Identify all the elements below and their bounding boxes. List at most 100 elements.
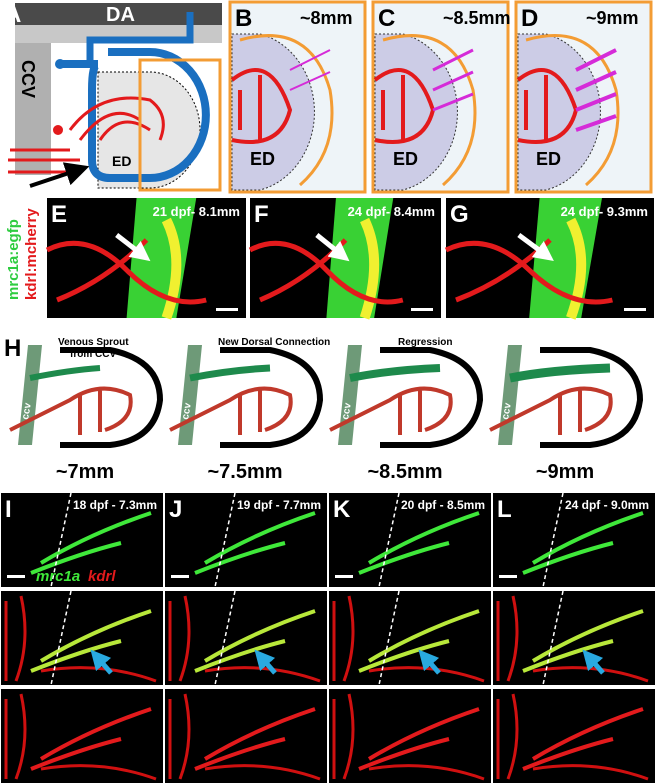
arrow: [315, 233, 350, 262]
stage-label: 24 dpf- 8.4mm: [348, 204, 435, 219]
ccv-bar: [18, 345, 42, 445]
ed-ring: [540, 347, 644, 448]
vein: [86, 12, 194, 60]
artery: [489, 386, 613, 435]
vessel-signal: [30, 609, 152, 673]
ccv-label: ccv: [340, 402, 354, 421]
sprout: [432, 92, 474, 112]
yellow-signal: [566, 217, 587, 320]
scale-bar: [624, 308, 646, 311]
da-label: DA: [106, 4, 135, 26]
arrow: [90, 649, 113, 675]
scale-bar: [499, 575, 517, 578]
ccv-label: ccv: [500, 402, 514, 421]
red-signal: [4, 693, 157, 781]
scale-bar: [411, 308, 433, 311]
ed-region: [374, 33, 458, 191]
vessel-signal: [194, 511, 316, 575]
midline: [50, 492, 72, 588]
arc-vessel: [239, 34, 334, 187]
scale-bar: [216, 308, 238, 311]
arc-vessel: [525, 34, 620, 187]
arrow: [254, 649, 277, 675]
panel-letter: I: [5, 496, 12, 523]
size-label: ~9mm: [586, 8, 639, 28]
size-label: ~8.5mm: [443, 8, 511, 28]
artery: [329, 386, 453, 435]
sprout: [349, 364, 441, 382]
size-label: ~8.5mm: [367, 461, 442, 483]
panel-letter: B: [235, 5, 252, 32]
arrow: [418, 649, 441, 675]
sprout: [289, 49, 331, 71]
stage-label: 19 dpf - 7.7mm: [237, 498, 321, 512]
ed-ring: [60, 347, 164, 448]
ed-label: ED: [250, 149, 275, 169]
arrow: [115, 233, 151, 262]
ccv-label: ccv: [180, 402, 194, 421]
ed-label: ED: [393, 149, 418, 169]
yellow-signal: [161, 217, 182, 320]
legend-red: kdrl:mcherry: [23, 208, 40, 300]
midline: [378, 492, 400, 588]
red-signal: [332, 693, 485, 781]
ed-ring: [380, 347, 484, 448]
legend-green: mrc1a:egfp: [5, 219, 22, 300]
stage-label: 24 dpf- 9.3mm: [561, 204, 648, 219]
panel-letter: H: [4, 335, 21, 362]
artery: [230, 68, 293, 144]
sprout: [575, 114, 617, 132]
midline: [214, 590, 236, 686]
arrow: [29, 162, 90, 188]
panel-letter: G: [450, 201, 469, 228]
ccv-bar: [498, 345, 522, 445]
size-label: ~8mm: [300, 8, 353, 28]
annotation: Venous Sprout: [58, 337, 129, 348]
sprout: [432, 48, 474, 72]
legend-red: kdrl: [88, 568, 116, 585]
stage-label: 20 dpf - 8.5mm: [401, 498, 485, 512]
sprout: [289, 71, 331, 91]
ed-label: ED: [112, 153, 131, 169]
legend-green: mrc1a: [36, 568, 80, 585]
size-label: ~9mm: [536, 461, 594, 483]
vessel-signal: [358, 707, 480, 771]
stage-label: 21 dpf- 8.1mm: [153, 204, 240, 219]
vessel-signal: [522, 707, 644, 771]
ccv-label: ccv: [20, 402, 34, 421]
artery-end: [53, 125, 63, 135]
vein: [60, 48, 210, 182]
artery: [9, 386, 133, 435]
arc-vessel: [382, 34, 477, 187]
ccv-bar: [178, 345, 202, 445]
red-signal: [496, 693, 649, 781]
artery: [169, 386, 293, 435]
stage-label: 24 dpf - 9.0mm: [565, 498, 649, 512]
red-signal: [168, 693, 321, 781]
ed-region: [517, 33, 601, 191]
sprout: [575, 48, 617, 72]
panel-letter: A: [4, 1, 21, 28]
ccv-bar: [338, 345, 362, 445]
panel-letter: K: [333, 496, 351, 523]
scale-bar: [171, 575, 189, 578]
panel-letter: D: [521, 5, 538, 32]
size-label: ~7mm: [56, 461, 114, 483]
stage-label: 18 dpf - 7.3mm: [73, 498, 157, 512]
annotation: Regression: [398, 337, 452, 348]
vein-end: [55, 59, 65, 69]
da-bar: [15, 3, 222, 25]
annotation: New Dorsal Connection: [218, 337, 330, 348]
arrow: [582, 649, 605, 675]
zoom-box: [138, 58, 222, 192]
vessel-signal: [522, 609, 644, 673]
panel-letter: L: [497, 496, 512, 523]
panel-letter: J: [169, 496, 182, 523]
sprout: [432, 70, 474, 92]
panel-letter: F: [254, 201, 269, 228]
arrow: [517, 232, 554, 261]
midline: [542, 492, 564, 588]
yellow-signal: [359, 217, 380, 320]
midline: [50, 590, 72, 686]
ccv-label: CCV: [18, 60, 38, 98]
